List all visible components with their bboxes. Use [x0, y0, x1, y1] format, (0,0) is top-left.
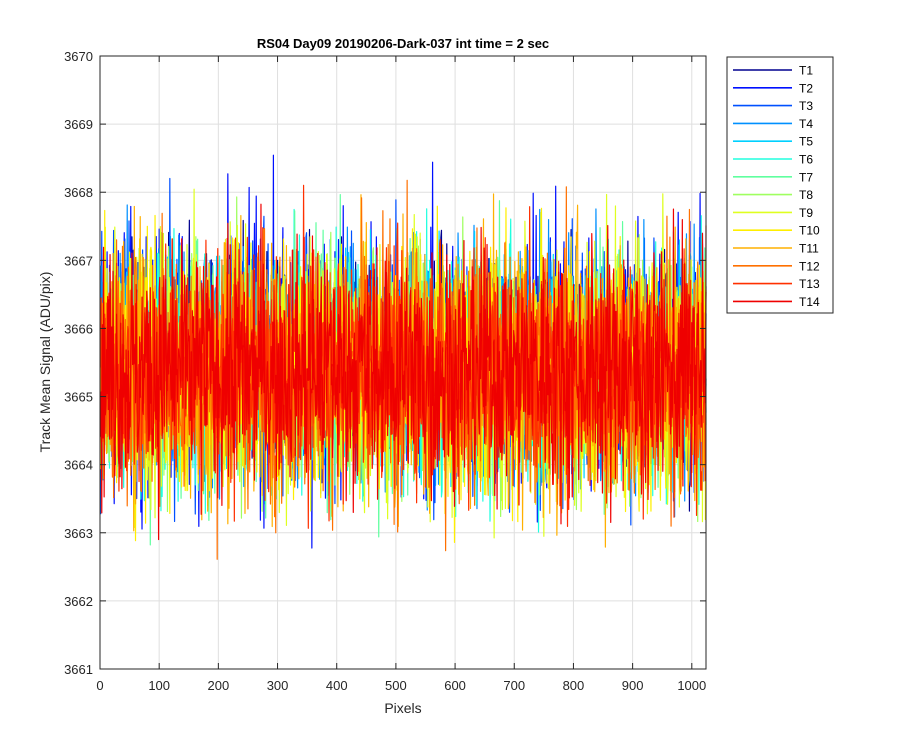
legend-label-t11: T11 [799, 242, 819, 256]
legend-label-t5: T5 [799, 135, 813, 149]
x-tick-label: 100 [148, 678, 170, 693]
y-tick-label: 3668 [64, 185, 93, 200]
x-tick-label: 500 [385, 678, 407, 693]
y-tick-label: 3665 [64, 390, 93, 405]
y-tick-label: 3666 [64, 321, 93, 336]
x-tick-label: 1000 [677, 678, 706, 693]
legend-label-t12: T12 [799, 259, 820, 273]
x-tick-label: 200 [208, 678, 230, 693]
legend-label-t8: T8 [799, 188, 813, 202]
y-tick-label: 3670 [64, 49, 93, 64]
legend-label-t1: T1 [799, 64, 813, 78]
y-axis-label: Track Mean Signal (ADU/pix) [37, 272, 53, 453]
axes-box [99, 55, 707, 670]
y-tick-label: 3663 [64, 526, 93, 541]
legend-label-t3: T3 [799, 99, 813, 113]
x-axis-label: Pixels [384, 700, 421, 716]
x-tick-label: 600 [444, 678, 466, 693]
x-tick-label: 800 [563, 678, 585, 693]
series-layer [99, 154, 707, 560]
chart-title: RS04 Day09 20190206-Dark-037 int time = … [257, 36, 549, 51]
legend-label-t10: T10 [799, 224, 820, 238]
legend-label-t2: T2 [799, 81, 813, 95]
legend-label-t6: T6 [799, 153, 813, 167]
legend-label-t4: T4 [799, 117, 813, 131]
x-tick-label: 900 [622, 678, 644, 693]
x-tick-label: 700 [503, 678, 525, 693]
y-tick-label: 3669 [64, 117, 93, 132]
legend-label-t14: T14 [799, 295, 820, 309]
y-tick-label: 3664 [64, 458, 93, 473]
legend-label-t7: T7 [799, 170, 813, 184]
y-tick-label: 3662 [64, 594, 93, 609]
legend-label-t9: T9 [799, 206, 813, 220]
legend: T1 T2 T3 T4 T5 T6 T7 T8 T9 T10 T11 T12 T13 T14 [726, 56, 834, 314]
legend-label-t13: T13 [799, 277, 820, 291]
y-tick-label: 3661 [64, 662, 93, 677]
x-tick-label: 300 [267, 678, 289, 693]
x-tick-label: 0 [96, 678, 103, 693]
x-tick-label: 400 [326, 678, 348, 693]
legend-box [726, 56, 834, 314]
y-tick-label: 3667 [64, 253, 93, 268]
series-line-t14 [99, 203, 707, 541]
ticks: 0 100 200 300 400 500 600 700 800 900 1000 3661 3662… [64, 49, 706, 693]
